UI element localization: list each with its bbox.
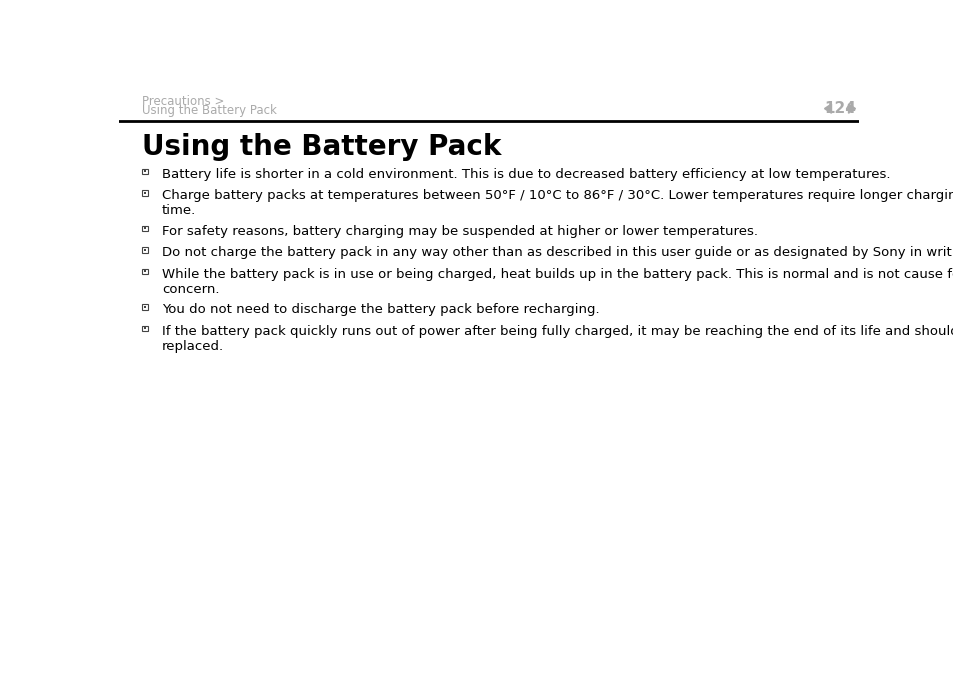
- Polygon shape: [847, 104, 855, 113]
- Bar: [144, 306, 146, 308]
- Bar: [144, 227, 146, 229]
- Polygon shape: [823, 104, 831, 113]
- Text: Using the Battery Pack: Using the Battery Pack: [142, 104, 277, 117]
- Bar: [144, 192, 146, 194]
- Bar: [142, 226, 148, 231]
- Bar: [144, 249, 146, 251]
- Text: Precautions >: Precautions >: [142, 95, 225, 108]
- Text: While the battery pack is in use or being charged, heat builds up in the battery: While the battery pack is in use or bein…: [162, 268, 953, 296]
- Bar: [142, 168, 148, 174]
- Bar: [142, 269, 148, 274]
- Text: Using the Battery Pack: Using the Battery Pack: [142, 133, 501, 161]
- Bar: [144, 270, 146, 272]
- Bar: [142, 247, 148, 253]
- Bar: [142, 326, 148, 331]
- Text: Do not charge the battery pack in any way other than as described in this user g: Do not charge the battery pack in any wa…: [162, 247, 953, 259]
- Bar: [144, 328, 146, 330]
- Text: You do not need to discharge the battery pack before recharging.: You do not need to discharge the battery…: [162, 303, 598, 316]
- Bar: [142, 190, 148, 195]
- Bar: [142, 304, 148, 309]
- Text: Charge battery packs at temperatures between 50°F / 10°C to 86°F / 30°C. Lower t: Charge battery packs at temperatures bet…: [162, 189, 953, 218]
- Bar: [144, 171, 146, 173]
- Text: If the battery pack quickly runs out of power after being fully charged, it may : If the battery pack quickly runs out of …: [162, 325, 953, 353]
- Text: 124: 124: [823, 101, 855, 116]
- Text: For safety reasons, battery charging may be suspended at higher or lower tempera: For safety reasons, battery charging may…: [162, 225, 757, 238]
- Text: Battery life is shorter in a cold environment. This is due to decreased battery : Battery life is shorter in a cold enviro…: [162, 168, 889, 181]
